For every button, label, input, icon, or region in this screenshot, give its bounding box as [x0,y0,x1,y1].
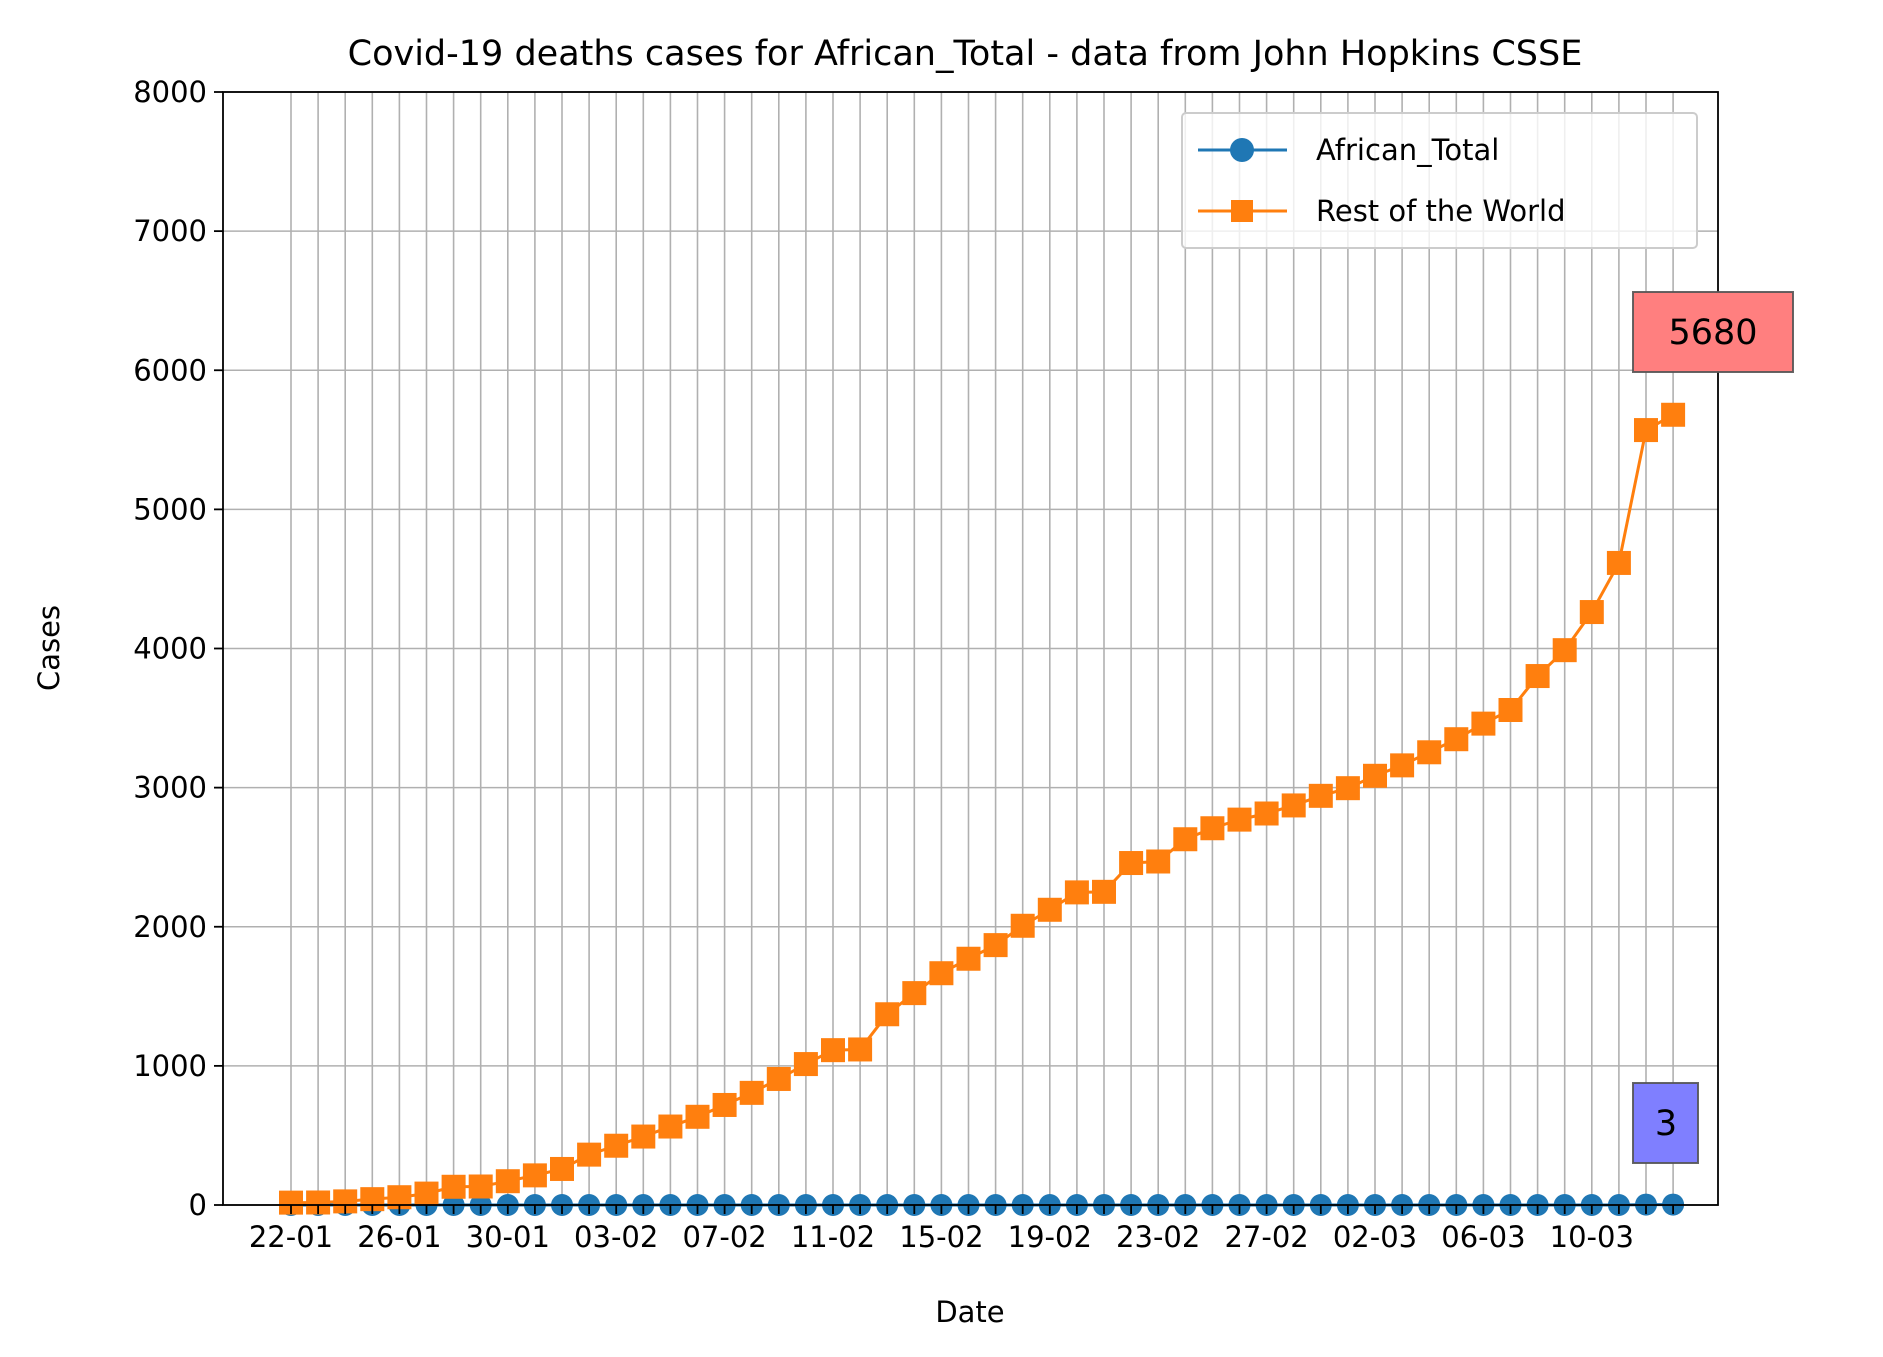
data-point-rest-of-the-world [1498,697,1523,722]
data-point-rest-of-the-world [1634,418,1658,443]
x-tick-label: 06-03 [1441,1220,1525,1254]
data-point-rest-of-the-world [1092,879,1116,904]
x-tick-label: 19-02 [1008,1220,1092,1254]
x-tick-label: 15-02 [899,1220,983,1254]
legend-label-rest-of-world: Rest of the World [1316,194,1565,228]
data-point-rest-of-the-world [495,1169,520,1194]
data-point-rest-of-the-world [739,1080,764,1105]
data-point-rest-of-the-world [712,1092,737,1117]
x-axis-label: Date [935,1295,1004,1329]
y-tick-label: 3000 [133,771,207,805]
data-point-rest-of-the-world [550,1156,574,1181]
legend-marker-african-total [1230,138,1254,162]
x-tick-label: 23-02 [1116,1220,1200,1254]
data-point-rest-of-the-world [1444,727,1469,752]
grid [223,91,1718,1206]
data-point-rest-of-the-world [902,981,927,1006]
data-point-rest-of-the-world [1661,402,1686,427]
y-axis-label: Cases [32,605,66,691]
y-tick-label: 4000 [133,632,207,666]
axes: 22-01 26-01 30-01 03-02 07-02 11-02 15-02 19-02… [133,75,1674,1254]
legend: African_Total Rest of the World [1181,112,1698,249]
data-point-rest-of-the-world [1200,816,1225,841]
legend-label-african-total: African_Total [1316,133,1499,167]
y-tick-label: 8000 [133,75,207,109]
annotation-rest-of-world: 5680 [1668,313,1757,353]
data-point-rest-of-the-world [658,1114,683,1139]
data-point-rest-of-the-world [441,1174,466,1199]
data-point-rest-of-the-world [1308,783,1333,808]
data-point-rest-of-the-world [848,1037,873,1062]
data-point-rest-of-the-world [1363,763,1387,788]
data-point-rest-of-the-world [468,1174,493,1199]
annotation-box-rest-of-world [1632,291,1794,373]
data-point-rest-of-the-world [1281,793,1306,818]
data-point-rest-of-the-world [604,1133,629,1158]
data-point-rest-of-the-world [1390,753,1415,778]
data-point-rest-of-the-world [1471,711,1496,736]
data-point-rest-of-the-world [1173,827,1198,852]
x-tick-label: 26-01 [357,1220,441,1254]
y-tick-label: 7000 [133,214,207,248]
data-point-rest-of-the-world [929,961,954,986]
data-point-rest-of-the-world [631,1124,656,1149]
data-point-rest-of-the-world [1335,776,1360,801]
data-point-rest-of-the-world [1579,600,1604,625]
data-point-rest-of-the-world [577,1142,602,1167]
y-tick-label: 5000 [133,492,207,526]
legend-marker-rest-of-world [1231,200,1253,222]
data-point-rest-of-the-world [821,1038,845,1063]
data-point-rest-of-the-world [1146,849,1171,874]
y-tick-label: 1000 [133,1049,207,1083]
data-point-rest-of-the-world [1552,638,1577,663]
y-tick-label: 6000 [133,353,207,387]
series-line-rest-of-the-world [290,413,1674,1205]
data-point-rest-of-the-world [1010,913,1035,938]
x-tick-label: 11-02 [791,1220,875,1254]
x-tick-label: 07-02 [682,1220,766,1254]
data-point-rest-of-the-world [956,946,981,971]
data-point-rest-of-the-world [1606,550,1631,575]
data-point-rest-of-the-world [414,1181,439,1206]
data-point-rest-of-the-world [1254,801,1279,826]
data-point-rest-of-the-world [766,1066,791,1091]
data-point-rest-of-the-world [1064,880,1089,905]
x-tick-label: 10-03 [1550,1220,1634,1254]
data-point-rest-of-the-world [1417,740,1442,765]
x-tick-label: 03-02 [574,1220,658,1254]
data-point-rest-of-the-world [685,1104,710,1129]
series-layer [279,402,1686,1216]
data-point-rest-of-the-world [875,1002,900,1027]
data-point-rest-of-the-world [1119,851,1144,876]
data-point-rest-of-the-world [793,1052,818,1077]
y-tick-label: 2000 [133,910,207,944]
x-tick-label: 02-03 [1333,1220,1417,1254]
data-point-rest-of-the-world [1525,664,1550,689]
data-point-rest-of-the-world [983,933,1008,958]
data-point-rest-of-the-world [1227,807,1252,832]
annotation-african-total: 3 [1655,1104,1677,1144]
data-point-rest-of-the-world [522,1163,547,1188]
x-tick-label: 22-01 [249,1220,333,1254]
annotation-box-african-total [1632,1082,1699,1164]
data-point-rest-of-the-world [1037,897,1062,922]
legend-frame [1181,112,1698,249]
annotations: 5680 3 [1632,291,1794,1164]
x-tick-label: 27-02 [1224,1220,1308,1254]
y-tick-label: 0 [189,1188,207,1222]
chart-title: Covid-19 deaths cases for African_Total … [348,34,1583,74]
x-tick-label: 30-01 [466,1220,550,1254]
